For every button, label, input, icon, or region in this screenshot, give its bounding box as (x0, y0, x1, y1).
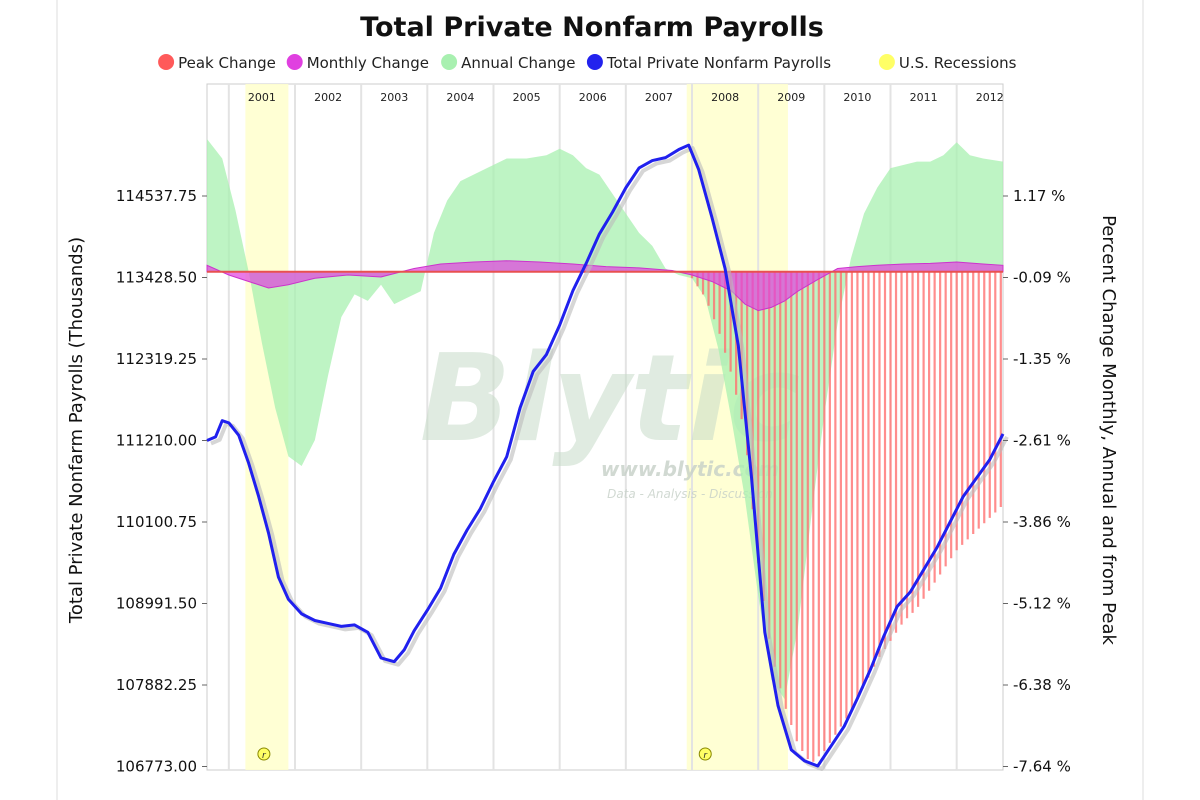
year-label: 2006 (579, 91, 607, 104)
right-tick-label: -1.35 % (1013, 350, 1071, 368)
payroll-line (206, 143, 1005, 768)
legend-label: Monthly Change (307, 54, 429, 72)
right-tick-label: -7.64 % (1013, 758, 1071, 776)
left-tick-label: 106773.00 (116, 758, 197, 776)
legend: Peak Change Monthly Change Annual Change To… (158, 54, 1017, 72)
monthly-change-area (206, 260, 1004, 312)
left-tick-label: 114537.75 (116, 187, 197, 205)
legend-label: U.S. Recessions (899, 54, 1017, 72)
right-tick-label: -5.12 % (1013, 595, 1071, 613)
watermark-tagline: Data - Analysis - Discussion (607, 487, 773, 501)
recession-marker-icon[interactable]: r (257, 747, 271, 761)
left-tick-label: 108991.50 (116, 595, 197, 613)
right-tick-label: 1.17 % (1013, 187, 1065, 205)
legend-item[interactable]: Peak Change (158, 54, 276, 72)
y-axis-left-title: Total Private Nonfarm Payrolls (Thousand… (66, 237, 87, 624)
right-tick-label: -3.86 % (1013, 513, 1071, 531)
legend-item[interactable]: U.S. Recessions (878, 54, 1017, 72)
legend-item[interactable]: Total Private Nonfarm Payrolls (586, 54, 831, 72)
left-tick-label: 110100.75 (116, 513, 197, 531)
svg-text:r: r (262, 751, 267, 761)
left-tick-label: 112319.25 (116, 350, 197, 368)
legend-item[interactable]: Annual Change (441, 54, 575, 72)
legend-swatch-icon (286, 54, 303, 70)
year-label: 2008 (711, 91, 739, 104)
legend-swatch-icon (878, 54, 895, 70)
right-tick-label: -6.38 % (1013, 676, 1071, 694)
legend-swatch-icon (586, 54, 603, 70)
year-label: 2009 (777, 91, 805, 104)
legend-label: Total Private Nonfarm Payrolls (606, 54, 831, 72)
year-label: 2002 (314, 91, 342, 104)
year-label: 2004 (446, 91, 474, 104)
left-tick-label: 111210.00 (116, 432, 197, 450)
right-tick-label: -0.09 % (1013, 269, 1071, 287)
right-axis-ticks: 1.17 % -0.09 % -1.35 % -2.61 % -3.86 % -5.12 … (1003, 187, 1071, 776)
y-axis-right-title: Percent Change Monthly, Annual and from … (1098, 215, 1119, 645)
right-tick-label: -2.61 % (1013, 432, 1071, 450)
legend-swatch-icon (158, 54, 175, 70)
left-axis-ticks: 114537.75 113428.50 112319.25 111210.00 1101… (116, 187, 207, 776)
year-label: 2007 (645, 91, 673, 104)
payroll-layer (206, 143, 1009, 771)
year-label: 2003 (380, 91, 408, 104)
chart-title: Total Private Nonfarm Payrolls (360, 12, 824, 43)
year-label: 2012 (976, 91, 1004, 104)
left-tick-label: 113428.50 (116, 269, 197, 287)
left-tick-label: 107882.25 (116, 676, 197, 694)
recession-marker-icon[interactable]: r (698, 747, 712, 761)
year-labels: 2001 2002 2003 2004 2005 2006 2007 2008 2009 2010… (248, 91, 1004, 104)
year-label: 2001 (248, 91, 276, 104)
year-label: 2011 (910, 91, 938, 104)
year-label: 2010 (843, 91, 871, 104)
svg-text:r: r (703, 751, 708, 761)
year-label: 2005 (513, 91, 541, 104)
legend-label: Peak Change (178, 54, 276, 72)
monthly-change-layer (206, 260, 1004, 312)
legend-label: Annual Change (461, 54, 575, 72)
legend-item[interactable]: Monthly Change (286, 54, 429, 72)
legend-swatch-icon (441, 54, 458, 70)
